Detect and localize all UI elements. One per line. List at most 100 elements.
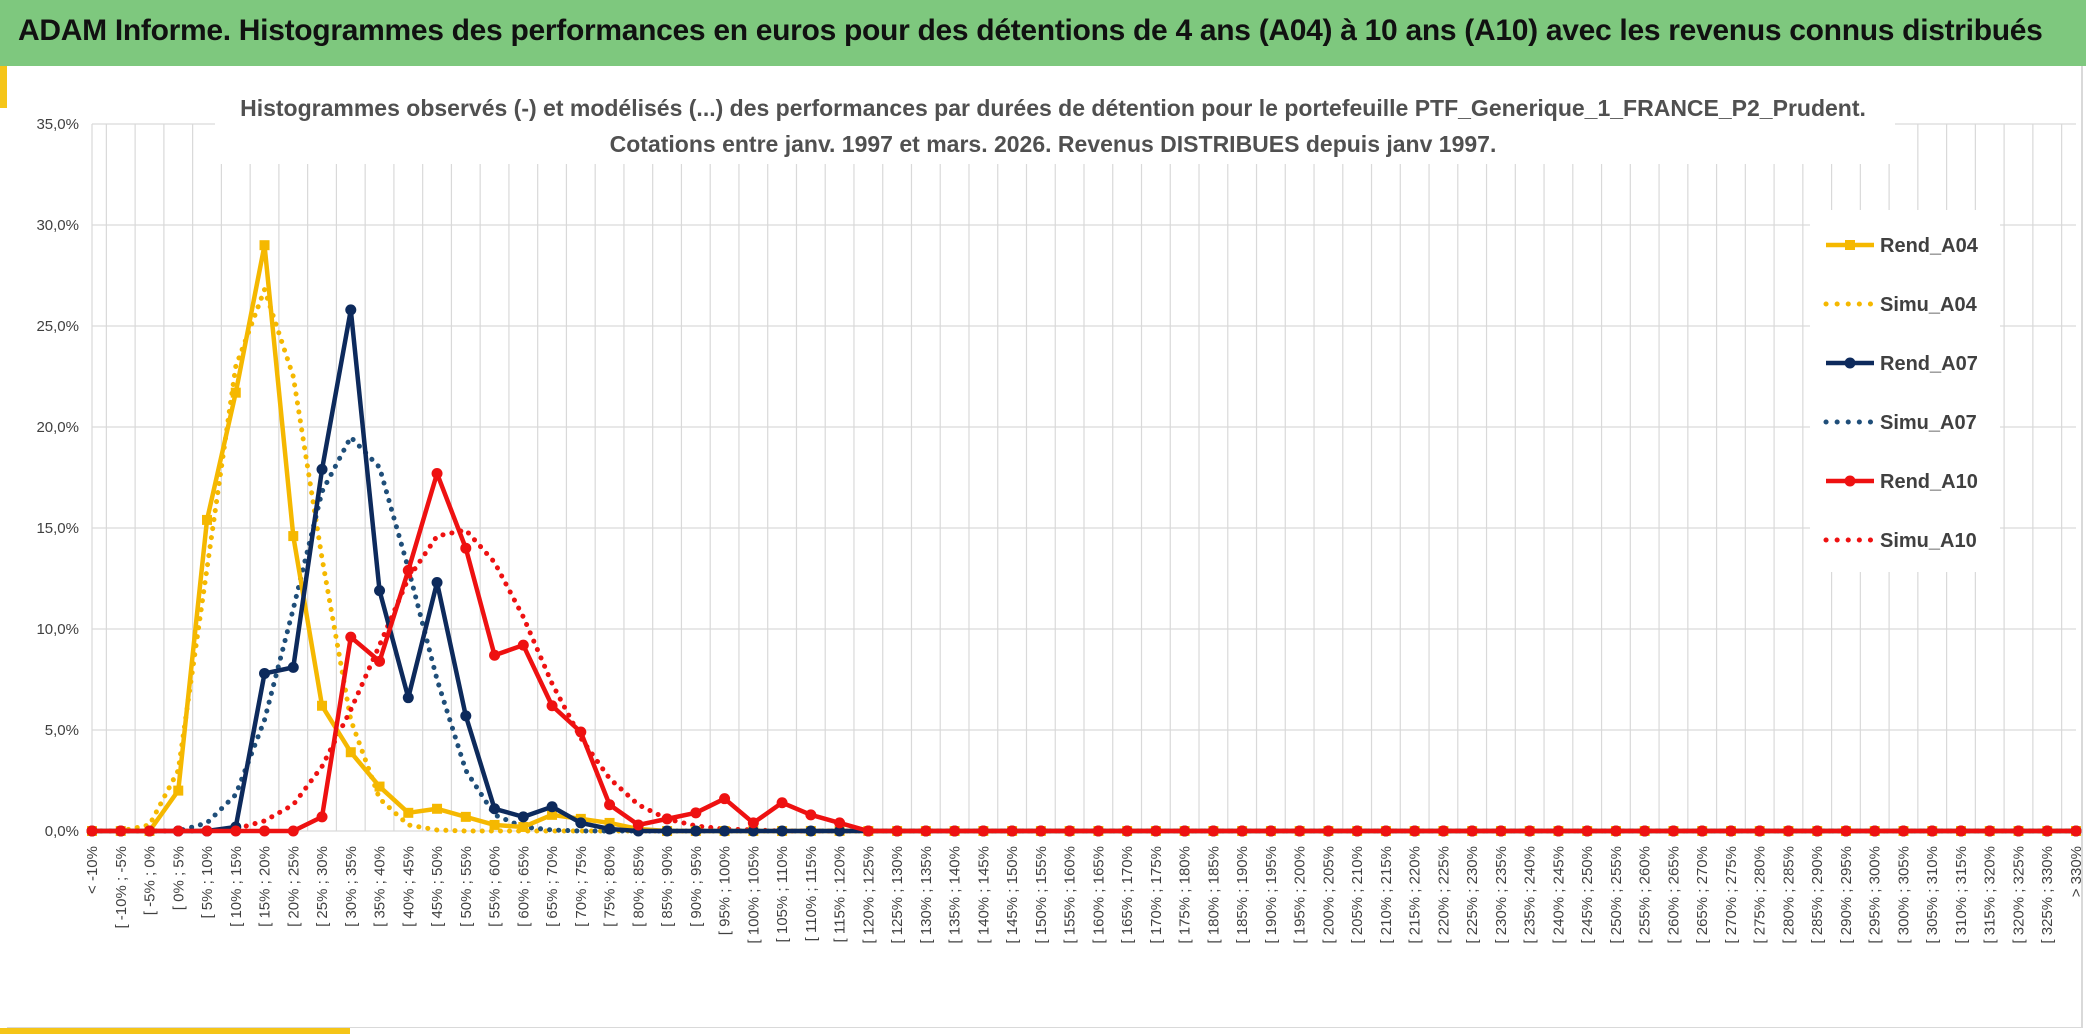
data-point-Rend_A10 bbox=[1092, 825, 1104, 837]
x-tick-label: [ 220% ; 225% bbox=[1435, 846, 1452, 944]
x-tick-label: [ 10% ; 15% bbox=[228, 846, 245, 927]
x-tick-label: [ 60% ; 65% bbox=[515, 846, 532, 927]
data-point-Rend_A10 bbox=[2070, 825, 2082, 837]
legend-label: Rend_A04 bbox=[1880, 235, 1979, 257]
y-tick-label: 20,0% bbox=[36, 419, 79, 436]
x-tick-label: [ 90% ; 95% bbox=[688, 846, 705, 927]
y-tick-label: 10,0% bbox=[36, 621, 79, 638]
data-point-Rend_A10 bbox=[1380, 825, 1392, 837]
data-point-Rend_A07 bbox=[546, 801, 558, 813]
y-tick-label: 35,0% bbox=[36, 116, 79, 133]
data-point-Rend_A04 bbox=[489, 819, 500, 830]
data-point-Rend_A04 bbox=[317, 700, 328, 711]
x-tick-label: [ 290% ; 295% bbox=[1838, 846, 1855, 944]
data-point-Rend_A04 bbox=[345, 747, 356, 758]
data-point-Rend_A07 bbox=[287, 661, 299, 673]
x-tick-label: [ 210% ; 215% bbox=[1378, 846, 1395, 944]
data-point-Rend_A10 bbox=[1552, 825, 1564, 837]
data-point-Rend_A10 bbox=[1150, 825, 1162, 837]
y-tick-label: 5,0% bbox=[45, 722, 79, 739]
data-point-Rend_A07 bbox=[316, 463, 328, 475]
x-tick-label: [ 300% ; 305% bbox=[1895, 846, 1912, 944]
x-tick-label: [ 55% ; 60% bbox=[487, 846, 504, 927]
x-tick-label: [ 25% ; 30% bbox=[314, 846, 331, 927]
data-point-Rend_A10 bbox=[2012, 825, 2024, 837]
chart-title-background bbox=[215, 86, 1895, 164]
data-point-Rend_A04 bbox=[374, 781, 385, 792]
data-point-Rend_A10 bbox=[661, 813, 673, 825]
data-point-Rend_A10 bbox=[460, 542, 472, 554]
y-tick-label: 0,0% bbox=[45, 823, 79, 840]
x-tick-label: [ 70% ; 75% bbox=[573, 846, 590, 927]
x-tick-label: [ 255% ; 260% bbox=[1637, 846, 1654, 944]
x-tick-label: [ 310% ; 315% bbox=[1953, 846, 1970, 944]
data-point-Rend_A10 bbox=[1495, 825, 1507, 837]
x-tick-label: [ 280% ; 285% bbox=[1780, 846, 1797, 944]
data-point-Rend_A10 bbox=[316, 811, 328, 823]
x-tick-label: > 330% bbox=[2068, 846, 2085, 897]
x-tick-label: [ 105% ; 110% bbox=[774, 846, 791, 942]
data-point-Rend_A10 bbox=[1294, 825, 1306, 837]
x-tick-label: [ 195% ; 200% bbox=[1292, 846, 1309, 944]
data-point-Rend_A10 bbox=[1236, 825, 1248, 837]
data-point-Rend_A07 bbox=[374, 585, 386, 597]
series-layer bbox=[86, 240, 2082, 837]
data-point-Rend_A07 bbox=[431, 577, 443, 589]
data-point-Rend_A10 bbox=[201, 825, 213, 837]
x-axis-ticks: < -10% [ -10% ; -5% [ -5% ; 0% [ 0% ; 5% [ 5… bbox=[84, 846, 2085, 944]
x-tick-label: [ 160% ; 165% bbox=[1090, 846, 1107, 944]
data-point-Rend_A10 bbox=[172, 825, 184, 837]
data-point-Rend_A07 bbox=[661, 825, 673, 837]
legend-label: Simu_A04 bbox=[1880, 294, 1978, 316]
data-point-Rend_A04 bbox=[288, 531, 299, 542]
data-point-Rend_A10 bbox=[632, 819, 644, 831]
data-point-Rend_A10 bbox=[431, 467, 443, 479]
data-point-Rend_A10 bbox=[1524, 825, 1536, 837]
legend-item: Rend_A10 bbox=[1826, 471, 1978, 493]
data-point-Rend_A04 bbox=[173, 785, 184, 796]
x-tick-label: [ 185% ; 190% bbox=[1234, 846, 1251, 944]
data-point-Rend_A10 bbox=[1926, 825, 1938, 837]
y-tick-label: 25,0% bbox=[36, 318, 79, 335]
data-point-Rend_A10 bbox=[1639, 825, 1651, 837]
x-tick-label: [ 110% ; 115% bbox=[803, 846, 820, 941]
data-point-Rend_A10 bbox=[489, 649, 501, 661]
data-point-Rend_A10 bbox=[1179, 825, 1191, 837]
x-tick-label: [ 260% ; 265% bbox=[1665, 846, 1682, 944]
data-point-Rend_A10 bbox=[575, 726, 587, 738]
data-point-Rend_A04 bbox=[547, 809, 558, 820]
data-point-Rend_A10 bbox=[2041, 825, 2053, 837]
chart-subtitle: Cotations entre janv. 1997 et mars. 2026… bbox=[610, 131, 1497, 157]
data-point-Rend_A07 bbox=[747, 825, 759, 837]
x-tick-label: [ 140% ; 145% bbox=[975, 846, 992, 944]
data-point-Rend_A10 bbox=[115, 825, 127, 837]
legend-item: Rend_A07 bbox=[1826, 353, 1978, 375]
data-point-Rend_A10 bbox=[1725, 825, 1737, 837]
data-point-Rend_A10 bbox=[1754, 825, 1766, 837]
data-point-Rend_A10 bbox=[1667, 825, 1679, 837]
legend-label: Simu_A10 bbox=[1880, 530, 1977, 552]
data-point-Rend_A07 bbox=[489, 803, 501, 815]
accent-bar-left bbox=[0, 66, 7, 108]
data-point-Rend_A10 bbox=[1121, 825, 1133, 837]
data-point-Rend_A10 bbox=[517, 639, 529, 651]
x-tick-label: [ 95% ; 100% bbox=[717, 846, 734, 935]
x-tick-label: [ 225% ; 230% bbox=[1464, 846, 1481, 944]
data-point-Rend_A04 bbox=[604, 817, 615, 828]
data-point-Rend_A10 bbox=[259, 825, 271, 837]
x-tick-label: [ 320% ; 325% bbox=[2010, 846, 2027, 944]
x-tick-label: [ 175% ; 180% bbox=[1177, 846, 1194, 944]
x-tick-label: [ 190% ; 195% bbox=[1263, 846, 1280, 944]
x-tick-label: [ 125% ; 130% bbox=[889, 846, 906, 944]
data-point-Rend_A07 bbox=[575, 817, 587, 829]
y-tick-label: 30,0% bbox=[36, 217, 79, 234]
x-tick-label: [ 230% ; 235% bbox=[1493, 846, 1510, 944]
x-tick-label: [ 235% ; 240% bbox=[1522, 846, 1539, 944]
data-point-Rend_A10 bbox=[949, 825, 961, 837]
legend: Rend_A04 Simu_A04 Rend_A07 Simu_A07 Rend_A10… bbox=[1810, 210, 2000, 572]
data-point-Rend_A10 bbox=[1581, 825, 1593, 837]
x-tick-label: [ 170% ; 175% bbox=[1148, 846, 1165, 944]
legend-item: Rend_A04 bbox=[1826, 235, 1979, 257]
x-tick-label: [ 155% ; 160% bbox=[1062, 846, 1079, 944]
data-point-Rend_A07 bbox=[345, 304, 357, 316]
